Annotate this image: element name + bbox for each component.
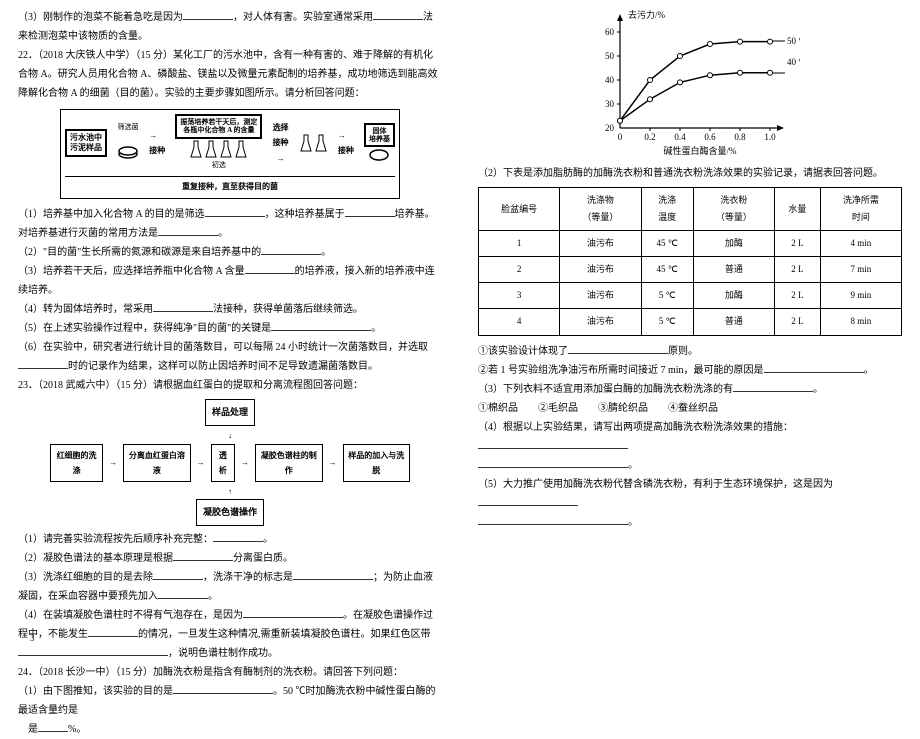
enzyme-chart: 20 30 40 50 60 0 0.2 0.4 0.6 0.8 1.0 <box>580 8 800 158</box>
q22-4: （4）转为固体培养时，常采用法接种，获得单菌落后继续筛选。 <box>18 300 442 319</box>
d2-box-b4: 凝胶色谱柱的制作 <box>255 444 323 482</box>
d1-arrow-2: 选择 接种→ <box>273 120 289 166</box>
d2-box-b1: 红细胞的洗涤 <box>50 444 103 482</box>
flask-icon <box>219 139 233 159</box>
svg-text:碱性蛋白酶含量/%: 碱性蛋白酶含量/% <box>664 145 738 156</box>
q22-1: （1）培养基中加入化合物 A 的目的是筛选，这种培养基属于培养基。对培养基进行灭… <box>18 205 442 243</box>
table-row: 3油污布5 ℃加酶2 L9 min <box>479 283 902 309</box>
flask-icon <box>314 133 328 153</box>
plate-icon <box>368 147 390 163</box>
q24-4: （4）根据以上实验结果，请写出两项提高加酶洗衣粉洗涤效果的措施： <box>478 418 902 456</box>
q24-2-2: ②若 1 号实验组洗净油污布所需时间接近 7 min，最可能的原因是。 <box>478 361 902 380</box>
left-column: （3）刚制作的泡菜不能着急吃是因为，对人体有害。实验室通常采用法来检测泡菜中该物… <box>0 0 460 651</box>
q24-3: （3）下列衣料不适宜用添加蛋白酶的加酶洗衣粉洗涤的有。 <box>478 380 902 399</box>
svg-text:0.2: 0.2 <box>644 132 655 142</box>
d1-arrow-1: →接种 <box>149 128 165 158</box>
q24-2-intro: （2）下表是添加脂肪酶的加酶洗衣粉和普通洗衣粉洗涤效果的实验记录，请据表回答问题… <box>478 164 902 183</box>
q21-3: （3）刚制作的泡菜不能着急吃是因为，对人体有害。实验室通常采用法来检测泡菜中该物… <box>18 8 442 46</box>
flowchart-diagram-1: 污水池中 污泥样品 筛选菌 →接种 振荡培养若干天后，测定 各瓶中化合物 A 的… <box>60 109 400 199</box>
d2-box-a: 样品处理 <box>205 399 255 426</box>
page-number: 3 <box>30 630 35 647</box>
d2-box-b3: 透析 <box>211 444 235 482</box>
d2-box-bottom: 凝胶色谱操作 <box>196 499 264 526</box>
q23-4: （4）在装填凝胶色谱柱时不得有气泡存在，是因为。在凝胶色谱操作过程中，不能发生的… <box>18 606 442 663</box>
q22-6: （6）在实验中，研究者进行统计目的菌落数目，可以每隔 24 小时统计一次菌落数目… <box>18 338 442 376</box>
q22-3: （3）培养若干天后，应选择培养瓶中化合物 A 含量的培养液，接入新的培养液中连续… <box>18 262 442 300</box>
q23-1: （1）请完善实验流程按先后顺序补充完整：。 <box>18 530 442 549</box>
svg-text:0.4: 0.4 <box>674 132 686 142</box>
table-row: 4油污布5 ℃普通2 L8 min <box>479 309 902 335</box>
right-column: 20 30 40 50 60 0 0.2 0.4 0.6 0.8 1.0 <box>460 0 920 651</box>
q24-intro: 24．（2018 长沙一中）（15 分）加酶洗衣粉是指含有酶制剂的洗衣粉。请回答… <box>18 663 442 682</box>
svg-text:1.0: 1.0 <box>764 132 776 142</box>
svg-text:60: 60 <box>605 27 615 37</box>
svg-text:去污力/%: 去污力/% <box>628 9 666 20</box>
flask-icon <box>189 139 203 159</box>
d1-box-solid: 固体 培养基 <box>364 123 395 148</box>
svg-text:0.8: 0.8 <box>734 132 746 142</box>
d1-bottom-label: 重复接种，直至获得目的菌 <box>65 176 395 194</box>
q24-5: （5）大力推广使用加酶洗衣粉代替含磷洗衣粉，有利于生态环境保护，这是因为 <box>478 475 902 513</box>
q24-3-opts: ①棉织品 ②毛织品 ③腈纶织品 ④蚕丝织品 <box>478 399 902 418</box>
q24-2-1: ①该实验设计体现了原则。 <box>478 342 902 361</box>
flask-icon <box>204 139 218 159</box>
svg-text:20: 20 <box>605 123 615 133</box>
table-row: 2油污布45 ℃普通2 L7 min <box>479 257 902 283</box>
table-row: 1油污布45 ℃加酶2 L4 min <box>479 231 902 257</box>
flask-icon <box>299 133 313 153</box>
d1-box-sample: 污水池中 污泥样品 <box>65 129 107 156</box>
q22-intro: 22．（2018 大庆铁人中学）（15 分）某化工厂的污水池中，含有一种有害的、… <box>18 46 442 103</box>
svg-text:50: 50 <box>605 51 615 61</box>
svg-text:50 ℃: 50 ℃ <box>787 36 800 46</box>
q24-4b: 。 <box>478 456 902 475</box>
svg-text:30: 30 <box>605 99 615 109</box>
d2-box-b5: 样品的加入与洗脱 <box>343 444 411 482</box>
q22-2: （2）"目的菌"生长所需的氮源和碳源是来自培养基中的。 <box>18 243 442 262</box>
q23-3: （3）洗涤红细胞的目的是去除，洗涤干净的标志是；为防止血液凝固，在采血容器中要预… <box>18 568 442 606</box>
flowchart-diagram-2: 样品处理 ↓ 红细胞的洗涤 → 分离血红蛋白溶液 → 透析 → 凝胶色谱柱的制作… <box>50 399 410 526</box>
svg-text:0.6: 0.6 <box>704 132 716 142</box>
flask-icon <box>234 139 248 159</box>
q23-2: （2）凝胶色谱法的基本原理是根据分离蛋白质。 <box>18 549 442 568</box>
d2-box-b2: 分离血红蛋白溶液 <box>123 444 191 482</box>
d1-arrow-3: →接种 <box>338 128 354 158</box>
svg-text:0: 0 <box>618 132 623 142</box>
svg-text:40: 40 <box>605 75 615 85</box>
q24-1: （1）由下图推知，该实验的目的是。50 ℃时加酶洗衣粉中碱性蛋白酶的最适含量约是… <box>18 682 442 739</box>
table-header-row: 脸盆编号 洗涤物 （等量） 洗涤 温度 洗衣粉 （等量） 水量 洗净所需 时间 <box>479 188 902 231</box>
washing-table: 脸盆编号 洗涤物 （等量） 洗涤 温度 洗衣粉 （等量） 水量 洗净所需 时间 … <box>478 187 902 336</box>
q22-5: （5）在上述实验操作过程中，获得纯净"目的菌"的关键是。 <box>18 319 442 338</box>
svg-text:40 ℃: 40 ℃ <box>787 57 800 67</box>
d1-box-measure: 振荡培养若干天后，测定 各瓶中化合物 A 的含量 <box>175 114 262 139</box>
dish-icon <box>117 134 139 160</box>
q24-5b: 。 <box>478 513 902 532</box>
q23-intro: 23．（2018 武威六中）（15 分）请根据血红蛋白的提取和分离流程图回答问题… <box>18 376 442 395</box>
